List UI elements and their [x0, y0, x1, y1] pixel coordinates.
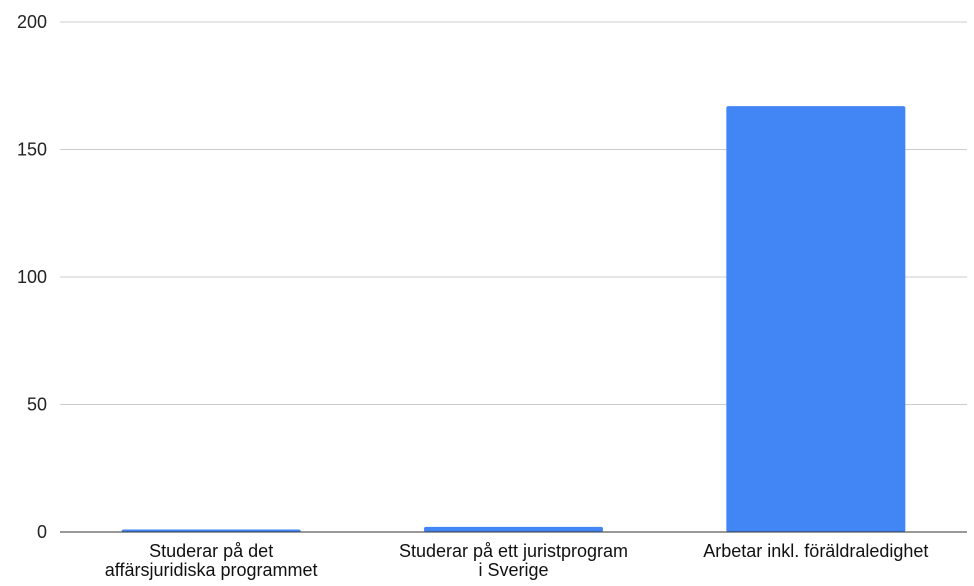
y-tick-label: 0 [37, 522, 47, 542]
bars [121, 106, 906, 533]
bar [121, 529, 301, 532]
y-tick-label: 100 [17, 267, 47, 287]
bar [424, 526, 603, 532]
x-tick-label: Studerar på ett juristprogram i Sverige [399, 541, 628, 580]
bar [726, 106, 906, 533]
y-axis-ticks: 0 50 100 150 200 [17, 12, 47, 542]
y-tick-label: 200 [17, 12, 47, 32]
x-tick-label: Studerar på det affärsjuridiska programme… [105, 541, 318, 580]
y-tick-label: 50 [27, 395, 47, 415]
x-tick-label: Arbetar inkl. föräldraledighet [703, 541, 928, 561]
y-tick-label: 150 [17, 140, 47, 160]
x-axis-labels: Studerar på det affärsjuridiska programme… [105, 541, 929, 580]
